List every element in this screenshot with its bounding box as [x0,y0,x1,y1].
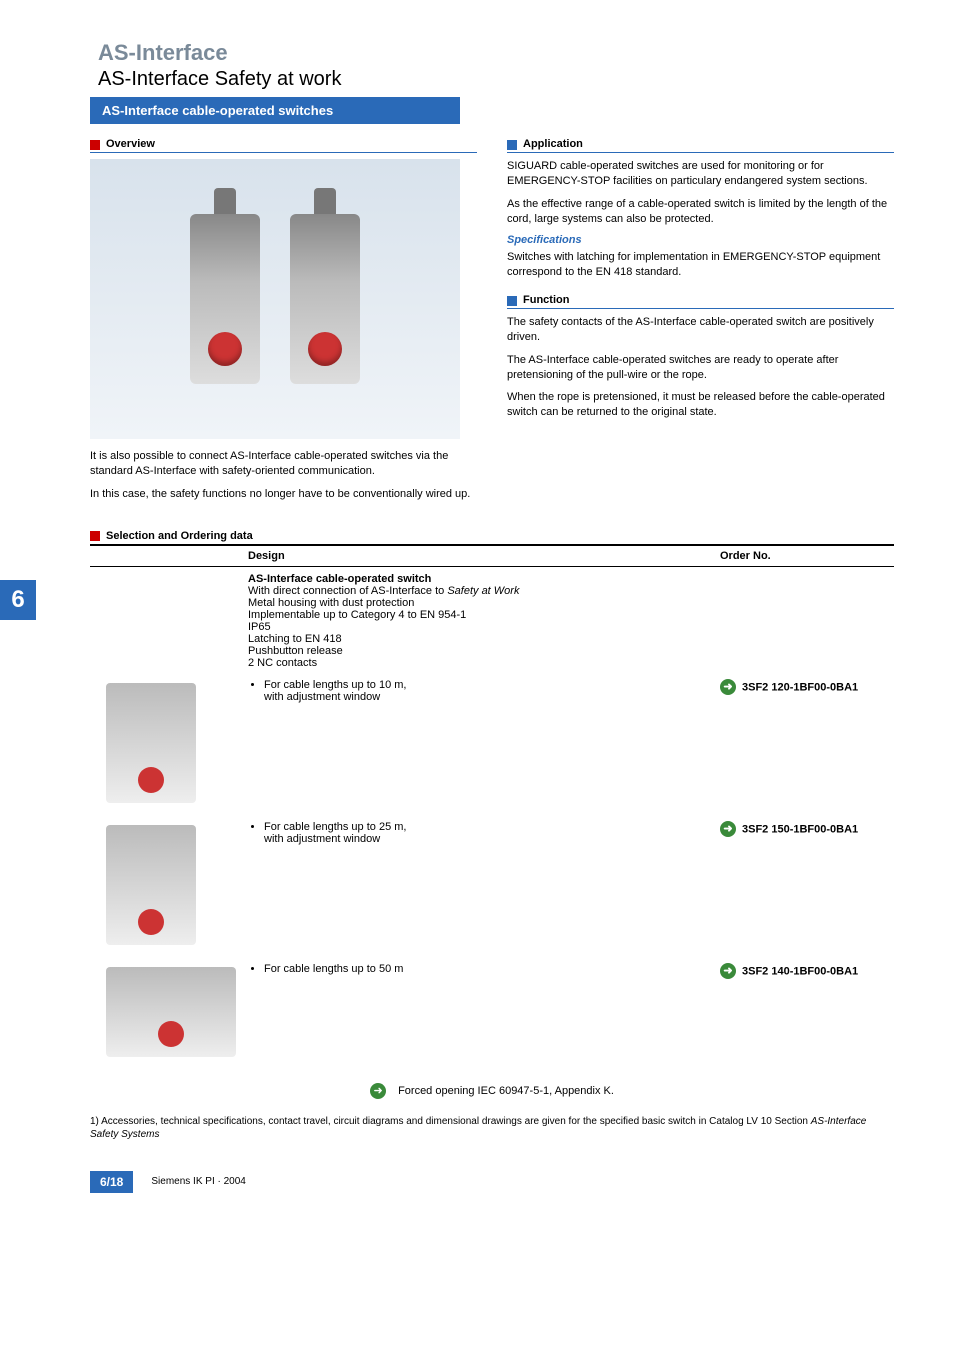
product-shape [290,214,360,384]
forced-opening-legend: ➜ Forced opening IEC 60947-5-1, Appendix… [90,1083,894,1099]
order-number: 3SF2 120-1BF00-0BA1 [742,681,858,693]
function-bullet-icon [507,296,517,306]
overview-heading: Overview [90,138,477,153]
application-para: As the effective range of a cable-operat… [507,197,894,227]
ordering-intro-line: IP65 [248,621,708,633]
arrow-icon: ➜ [720,963,736,979]
function-heading-label: Function [523,294,569,308]
order-number: 3SF2 140-1BF00-0BA1 [742,965,858,977]
page-header: AS-Interface AS-Interface Safety at work [90,40,894,91]
overview-heading-label: Overview [106,138,155,152]
ordering-row-orderno: ➜ 3SF2 150-1BF00-0BA1 [714,817,894,959]
title-sub: AS-Interface Safety at work [90,68,894,91]
forced-opening-legend-text: Forced opening IEC 60947-5-1, Appendix K… [398,1085,614,1097]
ordering-intro-line: Latching to EN 418 [248,633,708,645]
function-para: The safety contacts of the AS-Interface … [507,315,894,345]
ordering-intro-lines: With direct connection of AS-Interface t… [248,585,708,669]
ordering-intro-line: Metal housing with dust protection [248,597,708,609]
product-shape [190,214,260,384]
content-columns: Overview It is also possible to connect … [90,138,894,510]
ordering-row-design: For cable lengths up to 10 m,with adjust… [242,675,714,817]
ordering-intro-cell: AS-Interface cable-operated switch With … [242,566,714,675]
ordering-heading-label: Selection and Ordering data [106,530,253,542]
ordering-row-image-cell [90,959,242,1071]
product-thumbnail [106,683,196,803]
ordering-row-image-cell [90,675,242,817]
catalog-ref: Siemens IK PI · 2004 [151,1176,246,1187]
table-col-orderno: Order No. [714,546,894,567]
footnote: 1) Accessories, technical specifications… [90,1115,894,1141]
chapter-tab: 6 [0,580,36,620]
section-title-bar: AS-Interface cable-operated switches [90,97,460,124]
function-para: The AS-Interface cable-operated switches… [507,353,894,383]
ordering-row-image-cell [90,817,242,959]
page-footer: 6/18 Siemens IK PI · 2004 [90,1171,894,1193]
product-thumbnail [106,825,196,945]
application-heading: Application [507,138,894,153]
arrow-icon: ➜ [720,821,736,837]
product-thumbnail [106,967,236,1057]
ordering-intro-line: Pushbutton release [248,645,708,657]
ordering-intro-line: With direct connection of AS-Interface t… [248,585,708,597]
ordering-row-desc: For cable lengths up to 50 m [264,963,708,975]
specifications-para: Switches with latching for implementatio… [507,250,894,280]
ordering-intro-line: Implementable up to Category 4 to EN 954… [248,609,708,621]
table-col-design: Design [242,546,714,567]
ordering-row-desc: For cable lengths up to 10 m,with adjust… [264,679,708,703]
application-heading-label: Application [523,138,583,152]
left-column: Overview It is also possible to connect … [90,138,477,510]
ordering-intro-title: AS-Interface cable-operated switch [248,573,708,585]
ordering-row-orderno: ➜ 3SF2 120-1BF00-0BA1 [714,675,894,817]
ordering-row: For cable lengths up to 50 m ➜ 3SF2 140-1B… [90,959,894,1071]
ordering-row-desc: For cable lengths up to 25 m,with adjust… [264,821,708,845]
page-number-badge: 6/18 [90,1171,133,1193]
ordering-row-orderno: ➜ 3SF2 140-1BF00-0BA1 [714,959,894,1071]
ordering-row-design: For cable lengths up to 25 m,with adjust… [242,817,714,959]
arrow-icon: ➜ [720,679,736,695]
function-heading: Function [507,294,894,309]
ordering-row: For cable lengths up to 25 m,with adjust… [90,817,894,959]
ordering-intro-line: 2 NC contacts [248,657,708,669]
application-bullet-icon [507,140,517,150]
ordering-bullet-icon [90,531,100,541]
overview-product-image [90,159,460,439]
overview-para: It is also possible to connect AS-Interf… [90,449,477,479]
overview-para: In this case, the safety functions no lo… [90,487,477,502]
ordering-row: For cable lengths up to 10 m,with adjust… [90,675,894,817]
ordering-heading: Selection and Ordering data [90,530,894,546]
ordering-table: Design Order No. AS-Interface cable-oper… [90,546,894,1071]
footnote-text: 1) Accessories, technical specifications… [90,1116,866,1140]
arrow-icon: ➜ [370,1083,386,1099]
order-number: 3SF2 150-1BF00-0BA1 [742,823,858,835]
table-col-image [90,546,242,567]
title-super: AS-Interface [90,40,894,66]
ordering-section: Selection and Ordering data Design Order… [90,530,894,1099]
ordering-row-design: For cable lengths up to 50 m [242,959,714,1071]
application-para: SIGUARD cable-operated switches are used… [507,159,894,189]
ordering-intro-row: AS-Interface cable-operated switch With … [90,566,894,675]
function-para: When the rope is pretensioned, it must b… [507,390,894,420]
specifications-heading: Specifications [507,234,894,246]
right-column: Application SIGUARD cable-operated switc… [507,138,894,510]
overview-bullet-icon [90,140,100,150]
